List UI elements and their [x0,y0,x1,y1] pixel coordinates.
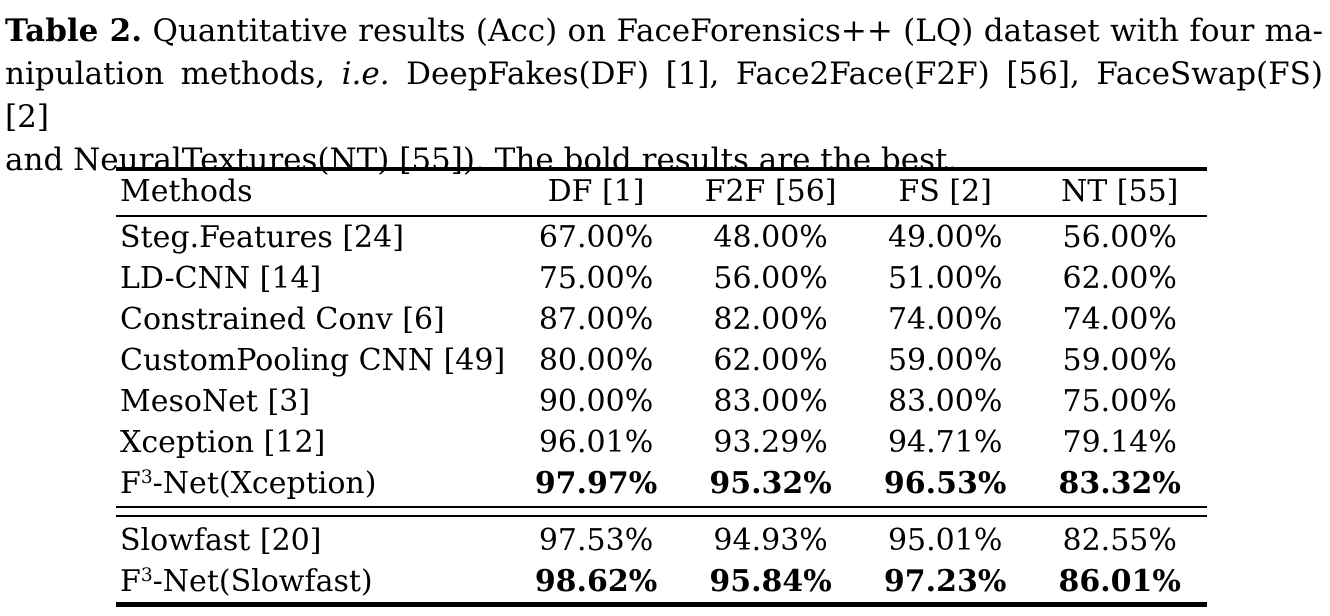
table-row: Slowfast [20] 97.53% 94.93% 95.01% 82.55… [116,520,1207,561]
accuracy-cell-bold: 83.32% [1058,466,1181,501]
accuracy-cell: 62.00% [713,343,828,378]
method-name-suffix: -Net(Xception) [152,466,377,501]
accuracy-cell: 56.00% [713,261,828,296]
method-name-suffix: -Net(Slowfast) [152,564,373,599]
method-name: Slowfast [20] [120,523,322,558]
accuracy-cell: 94.71% [887,425,1003,460]
caption-line-1: Table 2. Quantitative results (Acc) on F… [5,10,1323,53]
method-superscript: 3 [140,466,153,488]
results-table-wrapper: Methods DF [1] F2F [56] FS [2] NT [55] S… [116,167,1207,607]
col-header-nt: NT [55] [1032,169,1207,217]
accuracy-cell: 74.00% [1062,302,1177,337]
accuracy-cell: 67.00% [538,220,654,255]
double-rule [116,506,1207,517]
method-cell: Xception [12] [116,422,509,463]
table-row-best: F3-Net(Xception) 97.97% 95.32% 96.53% 83… [116,463,1207,504]
accuracy-cell-bold: 95.84% [709,564,832,599]
col-header-methods: Methods [116,169,509,217]
method-name: Xception [12] [120,425,326,460]
accuracy-cell: 56.00% [1062,220,1177,255]
method-name: Steg.Features [24] [120,220,404,255]
accuracy-cell: 90.00% [538,384,654,419]
table-body-group-2: Slowfast [20] 97.53% 94.93% 95.01% 82.55… [116,520,1207,605]
caption-text: DeepFakes(DF) [1], Face2Face(F2F) [56], … [5,56,1323,135]
accuracy-cell: 80.00% [538,343,654,378]
accuracy-cell: 87.00% [538,302,654,337]
accuracy-cell-bold: 97.97% [534,466,658,501]
method-name: F [120,466,141,501]
accuracy-cell-bold: 97.23% [883,564,1007,599]
accuracy-cell-bold: 95.32% [709,466,832,501]
method-cell: Slowfast [20] [116,520,509,561]
accuracy-cell: 79.14% [1062,425,1177,460]
table-row: CustomPooling CNN [49] 80.00% 62.00% 59.… [116,340,1207,381]
method-cell: CustomPooling CNN [49] [116,340,509,381]
caption-ie-abbrev: i.e. [341,56,390,92]
accuracy-cell: 97.53% [538,523,654,558]
accuracy-cell: 59.00% [887,343,1003,378]
method-cell: MesoNet [3] [116,381,509,422]
accuracy-cell: 96.01% [538,425,654,460]
accuracy-cell: 48.00% [713,220,828,255]
table-row: Steg.Features [24] 67.00% 48.00% 49.00% … [116,216,1207,258]
method-cell: Steg.Features [24] [116,216,509,258]
method-cell: F3-Net(Xception) [116,463,509,504]
group-separator-row [116,504,1207,520]
method-name: LD-CNN [14] [120,261,322,296]
method-name: F [120,564,141,599]
accuracy-cell: 62.00% [1062,261,1177,296]
table-row: MesoNet [3] 90.00% 83.00% 83.00% 75.00% [116,381,1207,422]
method-name: CustomPooling CNN [49] [120,343,506,378]
accuracy-cell: 83.00% [713,384,828,419]
caption-text: nipulation methods, [5,56,326,92]
accuracy-cell: 93.29% [713,425,828,460]
accuracy-cell: 94.93% [713,523,828,558]
accuracy-cell: 49.00% [887,220,1003,255]
method-cell: LD-CNN [14] [116,258,509,299]
table-row-best: F3-Net(Slowfast) 98.62% 95.84% 97.23% 86… [116,561,1207,605]
table-row: Xception [12] 96.01% 93.29% 94.71% 79.14… [116,422,1207,463]
group-separator-cell [116,504,1207,520]
accuracy-cell: 82.00% [713,302,828,337]
accuracy-cell: 95.01% [887,523,1003,558]
caption-line-2: nipulation methods, i.e. DeepFakes(DF) [… [5,53,1323,139]
method-name: Constrained Conv [6] [120,302,445,337]
accuracy-cell: 75.00% [1062,384,1177,419]
col-header-fs: FS [2] [857,169,1033,217]
table-caption: Table 2. Quantitative results (Acc) on F… [5,10,1323,182]
header-row: Methods DF [1] F2F [56] FS [2] NT [55] [116,169,1207,217]
table-header: Methods DF [1] F2F [56] FS [2] NT [55] [116,169,1207,217]
col-header-df: DF [1] [508,169,684,217]
method-cell: Constrained Conv [6] [116,299,509,340]
caption-text: Quantitative results (Acc) on FaceForens… [152,13,1323,49]
accuracy-cell: 74.00% [887,302,1003,337]
method-cell: F3-Net(Slowfast) [116,561,509,605]
accuracy-cell: 75.00% [538,261,654,296]
table-body-group-1: Steg.Features [24] 67.00% 48.00% 49.00% … [116,216,1207,520]
accuracy-cell: 59.00% [1062,343,1177,378]
col-header-f2f: F2F [56] [683,169,858,217]
table-row: Constrained Conv [6] 87.00% 82.00% 74.00… [116,299,1207,340]
method-name: MesoNet [3] [120,384,311,419]
accuracy-cell: 83.00% [887,384,1003,419]
caption-table-label: Table 2. [5,13,143,49]
accuracy-cell-bold: 86.01% [1058,564,1181,599]
accuracy-cell: 82.55% [1062,523,1177,558]
accuracy-cell: 51.00% [887,261,1003,296]
results-table: Methods DF [1] F2F [56] FS [2] NT [55] S… [116,167,1207,607]
method-superscript: 3 [140,564,153,586]
accuracy-cell-bold: 98.62% [534,564,658,599]
accuracy-cell-bold: 96.53% [883,466,1007,501]
table-row: LD-CNN [14] 75.00% 56.00% 51.00% 62.00% [116,258,1207,299]
